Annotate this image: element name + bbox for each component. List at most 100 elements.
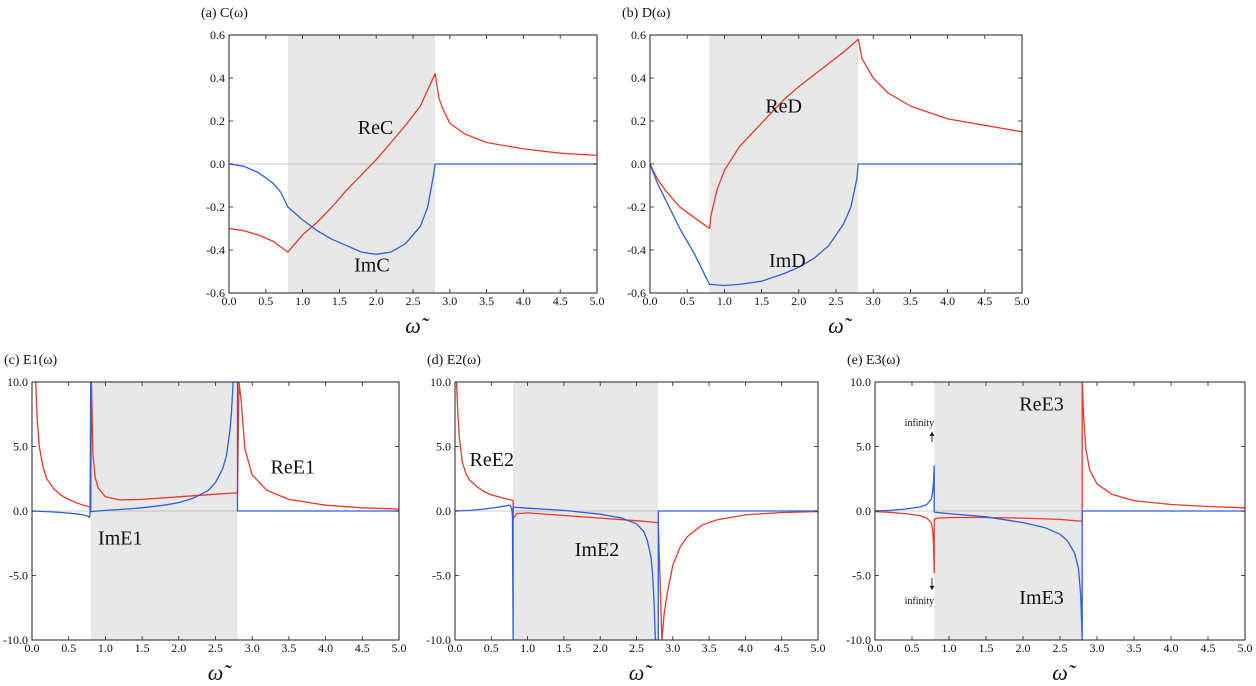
y-tick-label: 0.6 (631, 28, 646, 42)
series-annotation: ReE3 (1019, 393, 1063, 415)
annotation-arrowhead (929, 431, 935, 436)
x-tick-label: 0.5 (680, 294, 695, 308)
x-tick-label: 3.5 (1127, 641, 1142, 655)
series-line-ReE1 (35, 382, 399, 510)
panel-e: 0.0 0.5 1.0 1.5 2.0 2.5 3.0 3.5 4.0 4.5 5.0 -10.0 -5… (846, 353, 1253, 685)
x-tick-label: 2.0 (369, 294, 384, 308)
x-tick-label: 2.5 (829, 294, 844, 308)
y-tick-label: -0.4 (627, 243, 646, 257)
series-line-ImE2 (455, 504, 818, 640)
x-tick-label: 4.0 (1164, 641, 1179, 655)
x-tick-label: 5.0 (392, 641, 407, 655)
series-annotation: ImC (354, 255, 390, 277)
x-tick-label: 0.0 (25, 641, 40, 655)
x-axis-label: ω̃ (828, 313, 853, 338)
x-tick-label: 4.5 (1201, 641, 1216, 655)
x-tick-label: 0.0 (868, 641, 883, 655)
series-annotation: ReE2 (470, 449, 514, 471)
x-tick-label: 4.0 (940, 294, 955, 308)
x-tick-label: 0.0 (222, 294, 237, 308)
y-tick-label: 0.4 (210, 71, 225, 85)
x-tick-label: 3.5 (903, 294, 918, 308)
x-tick-label: 2.5 (1053, 641, 1068, 655)
x-tick-label: 1.0 (942, 641, 957, 655)
x-tick-label: 5.0 (590, 294, 605, 308)
y-tick-label: 0.4 (631, 71, 646, 85)
x-tick-label: 3.5 (281, 641, 296, 655)
series-line-ReD (650, 38, 1022, 230)
x-tick-label: 0.5 (905, 641, 920, 655)
x-tick-label: 2.5 (208, 641, 223, 655)
series-line-ImE3 (875, 465, 1245, 640)
x-tick-label: 4.0 (516, 294, 531, 308)
x-tick-label: 2.0 (1016, 641, 1031, 655)
x-axis-label: ω̃ (405, 313, 430, 338)
y-tick-label: 5.0 (436, 440, 451, 454)
y-tick-label: 0.0 (631, 157, 646, 171)
y-tick-label: -5.0 (432, 569, 451, 583)
x-tick-label: 1.0 (717, 294, 732, 308)
y-tick-label: 10.0 (7, 375, 28, 389)
x-tick-label: 4.0 (318, 641, 333, 655)
x-tick-label: 4.5 (553, 294, 568, 308)
panel-title: (d) E2(ω) (427, 353, 481, 368)
y-tick-label: -5.0 (9, 569, 28, 583)
x-tick-label: 3.0 (1090, 641, 1105, 655)
y-tick-label: 10.0 (430, 375, 451, 389)
x-tick-label: 3.5 (702, 641, 717, 655)
x-tick-label: 1.0 (520, 641, 535, 655)
y-tick-label: -0.4 (206, 243, 225, 257)
y-tick-label: 0.0 (436, 504, 451, 518)
series-annotation: ReD (765, 95, 802, 117)
panel-b: 0.0 0.5 1.0 1.5 2.0 2.5 3.0 3.5 4.0 4.5 5.0 -0.6 -0.… (622, 6, 1030, 338)
x-tick-label: 1.0 (295, 294, 310, 308)
x-tick-label: 4.5 (774, 641, 789, 655)
y-tick-label: 5.0 (13, 440, 28, 454)
x-tick-label: 5.0 (1238, 641, 1253, 655)
panel-title: (b) D(ω) (622, 6, 671, 21)
panel-title: (c) E1(ω) (4, 353, 57, 368)
x-tick-label: 1.5 (332, 294, 347, 308)
panel-a: 0.0 0.5 1.0 1.5 2.0 2.5 3.0 3.5 4.0 4.5 5.0 -0.6 -0.… (201, 6, 605, 338)
y-tick-label: 0.6 (210, 28, 225, 42)
x-tick-label: 1.5 (556, 641, 571, 655)
x-tick-label: 5.0 (1015, 294, 1030, 308)
x-tick-label: 3.5 (479, 294, 494, 308)
y-tick-label: 10.0 (850, 375, 871, 389)
series-annotation: ImE1 (98, 528, 142, 550)
x-tick-label: 2.5 (629, 641, 644, 655)
panel-title: (a) C(ω) (201, 6, 248, 21)
series-line-ImD (650, 163, 1022, 287)
series-annotation: ReE1 (271, 457, 315, 479)
x-tick-label: 0.5 (484, 641, 499, 655)
x-tick-label: 3.0 (442, 294, 457, 308)
panel-d: 0.0 0.5 1.0 1.5 2.0 2.5 3.0 3.5 4.0 4.5 5.0 -10.0 -5… (426, 353, 826, 685)
x-tick-label: 4.0 (738, 641, 753, 655)
x-tick-label: 1.0 (98, 641, 113, 655)
x-tick-label: 3.0 (665, 641, 680, 655)
y-tick-label: 0.0 (856, 504, 871, 518)
x-tick-label: 4.5 (977, 294, 992, 308)
y-tick-label: 0.2 (631, 114, 646, 128)
x-tick-label: 1.5 (754, 294, 769, 308)
series-line-ImC (229, 163, 597, 255)
y-tick-label: -0.6 (627, 286, 646, 300)
x-tick-label: 3.0 (866, 294, 881, 308)
x-axis-label: ω̃ (1052, 660, 1077, 685)
x-tick-label: 0.5 (258, 294, 273, 308)
x-tick-label: 0.0 (448, 641, 463, 655)
x-tick-label: 2.0 (791, 294, 806, 308)
y-tick-label: -10.0 (3, 633, 28, 647)
x-axis-label: ω̃ (629, 660, 654, 685)
y-tick-label: -0.2 (627, 200, 646, 214)
series-annotation: ImE2 (575, 539, 619, 561)
infinity-annotation: infinity (905, 418, 934, 429)
y-tick-label: -10.0 (426, 633, 451, 647)
series-annotation: ImE3 (1019, 587, 1063, 609)
x-tick-label: 2.0 (593, 641, 608, 655)
y-tick-label: -0.6 (206, 286, 225, 300)
y-tick-label: -10.0 (846, 633, 871, 647)
x-tick-label: 2.0 (171, 641, 186, 655)
series-annotation: ImD (769, 250, 806, 272)
